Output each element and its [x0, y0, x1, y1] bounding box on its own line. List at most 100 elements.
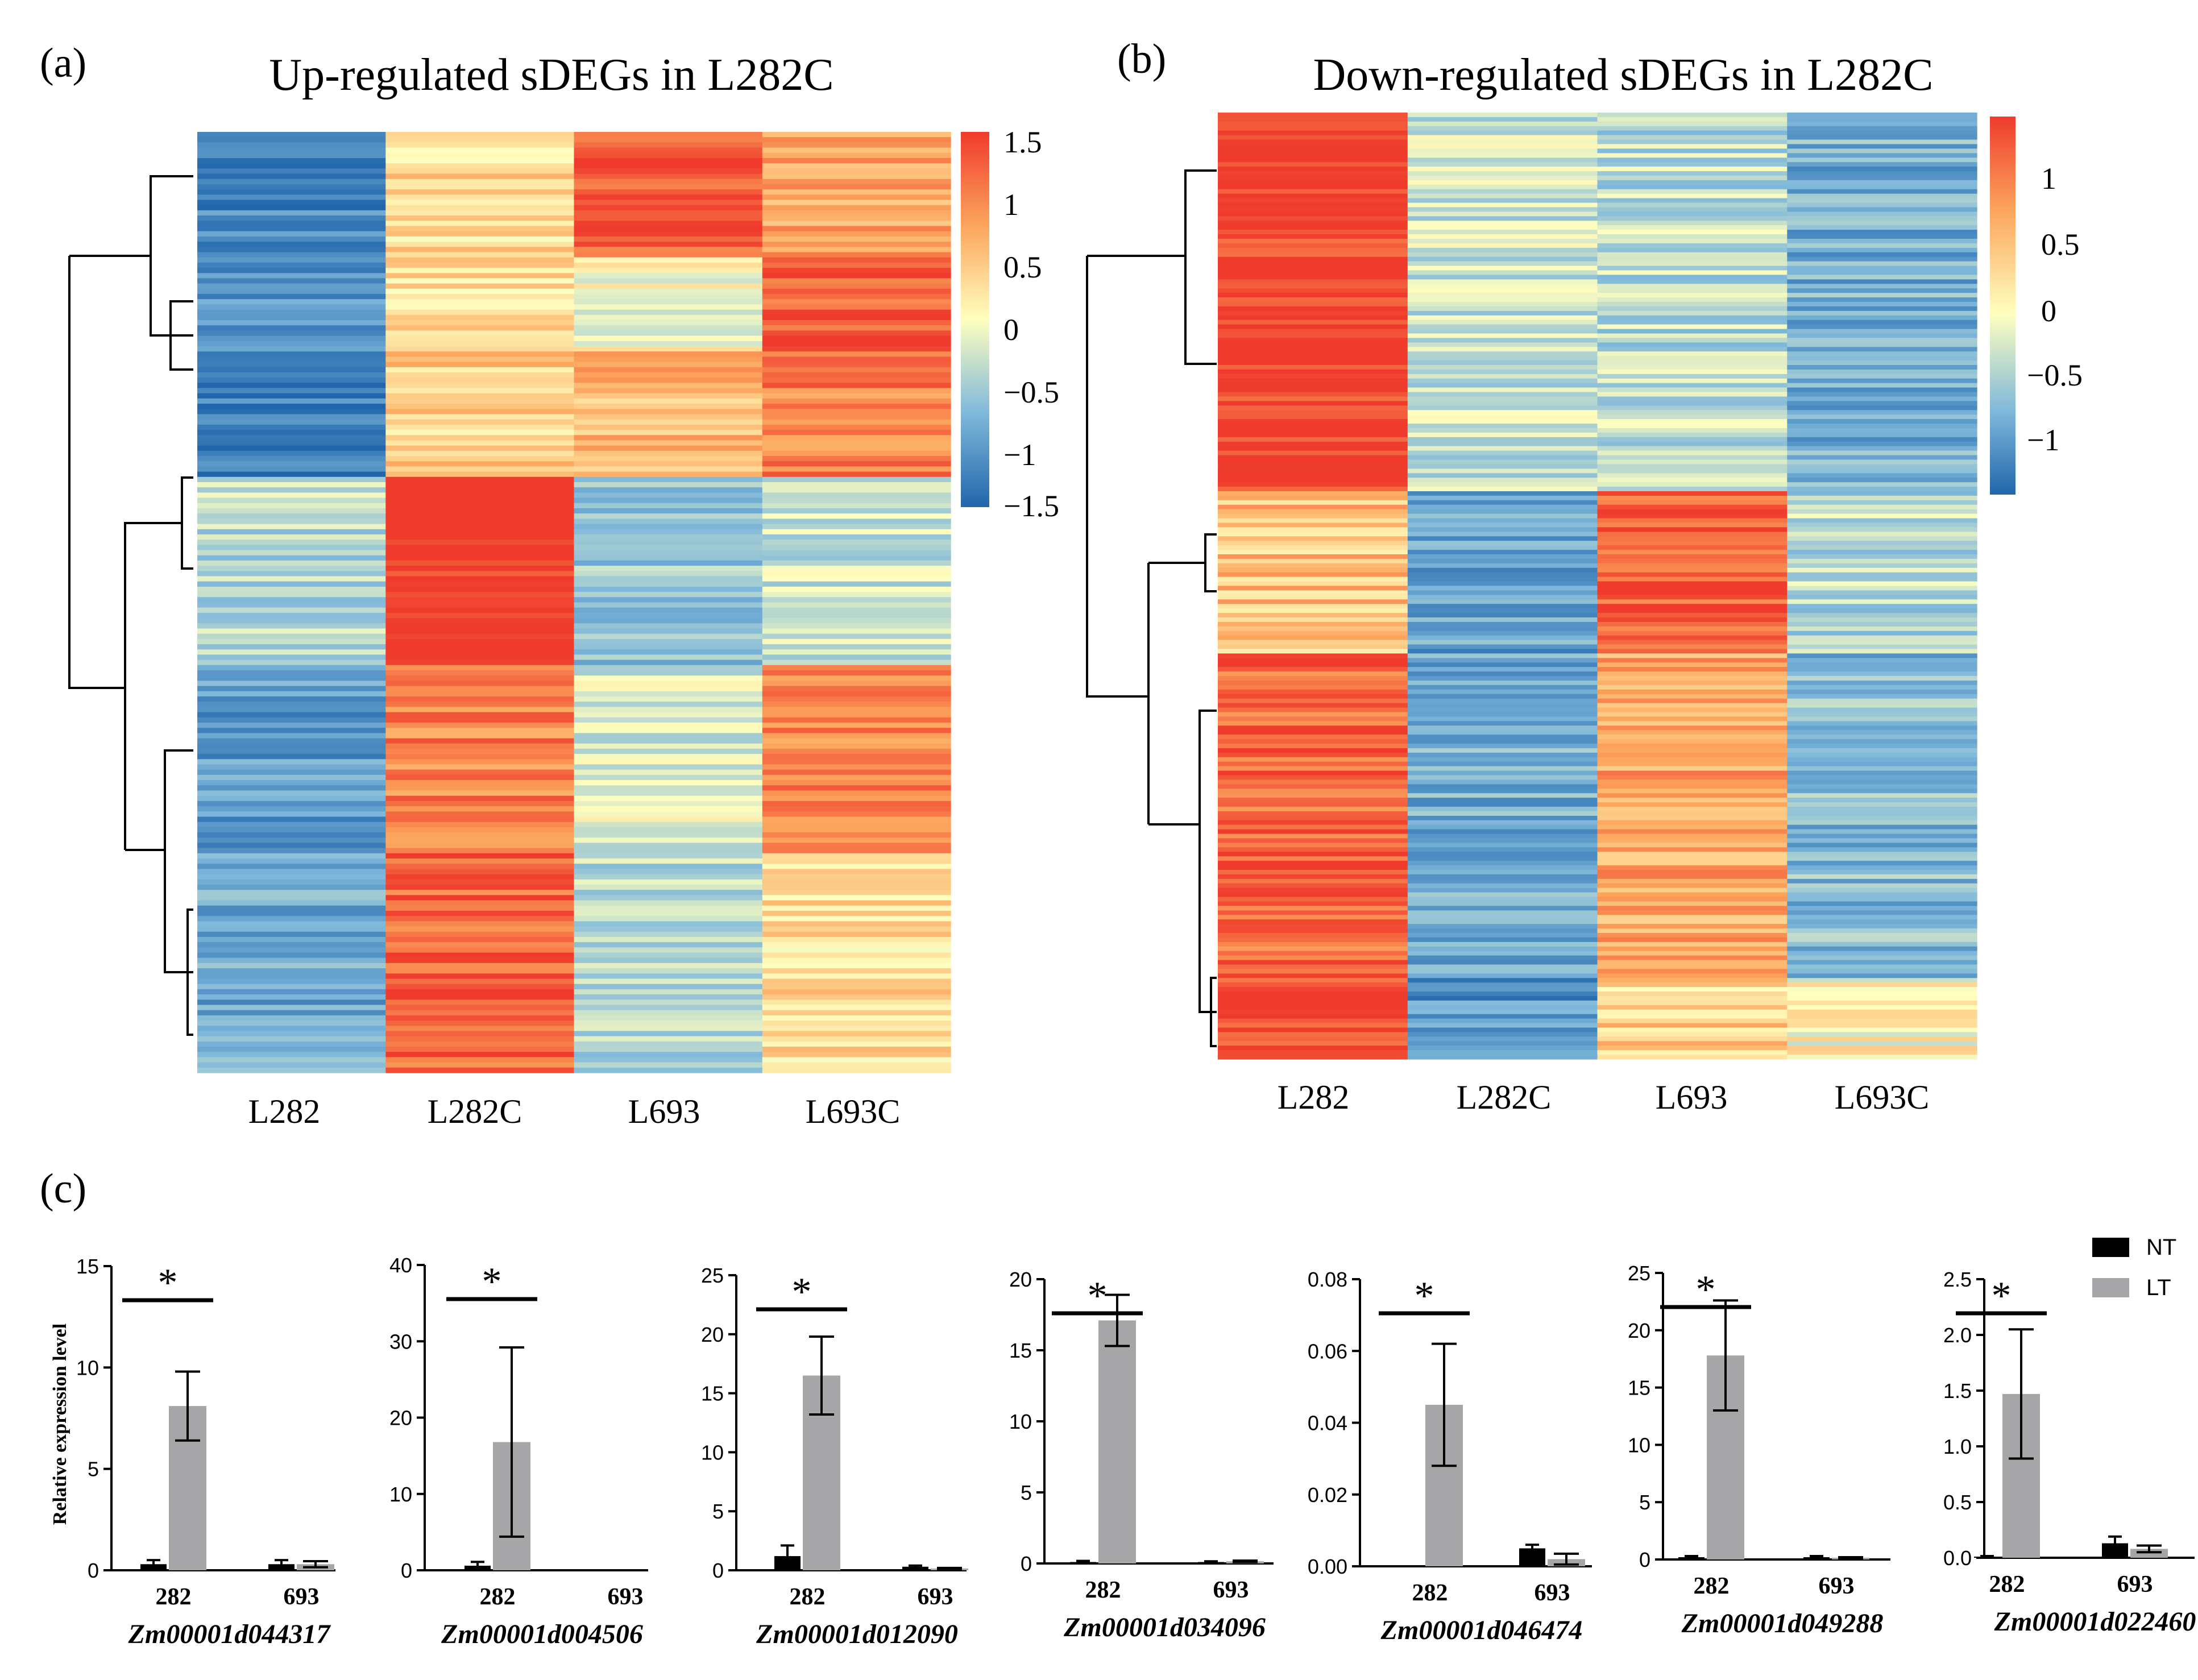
- heatmap-cell: [1787, 171, 1977, 176]
- heatmap-cell: [1597, 293, 1788, 298]
- heatmap-cell: [1597, 658, 1788, 663]
- heatmap-cell: [1597, 211, 1788, 217]
- heatmap-cell: [197, 262, 386, 268]
- heatmap-cell: [1218, 987, 1408, 992]
- heatmap-cell: [1218, 234, 1408, 239]
- heatmap-cell: [1407, 130, 1598, 136]
- heatmap-cell: [1218, 1046, 1408, 1051]
- heatmap-cell: [385, 780, 575, 786]
- heatmap-cell: [574, 257, 763, 263]
- heatmap-cell: [1407, 216, 1598, 221]
- heatmap-cell: [385, 717, 575, 723]
- heatmap-cell: [385, 900, 575, 906]
- heatmap-cell: [197, 874, 386, 880]
- heatmap-cell: [762, 1005, 951, 1011]
- heatmap-cell: [1218, 130, 1408, 136]
- heatmap-cell: [1218, 739, 1408, 744]
- heatmap-cell: [1407, 960, 1598, 965]
- y-tick-label: 10: [701, 1441, 724, 1464]
- heatmap-cell: [1218, 815, 1408, 821]
- heatmap-cell: [385, 628, 575, 634]
- heatmap-cell: [1407, 856, 1598, 861]
- heatmap-cell: [385, 288, 575, 294]
- dendrogram-branch: [159, 476, 193, 570]
- heatmap-cell: [574, 623, 763, 629]
- heatmap-cell: [1218, 284, 1408, 289]
- heatmap-cell: [197, 963, 386, 969]
- heatmap-cell: [1597, 387, 1788, 393]
- heatmap-cell: [385, 926, 575, 932]
- heatmap-cell: [197, 508, 386, 514]
- heatmap-cell: [762, 576, 951, 582]
- heatmap-cell: [1218, 419, 1408, 424]
- heatmap-cell: [1597, 518, 1788, 524]
- heatmap-cell: [1218, 545, 1408, 550]
- heatmap-cell: [1787, 513, 1977, 519]
- heatmap-cell: [762, 524, 951, 530]
- heatmap-cell: [1218, 428, 1408, 433]
- heatmap-cell: [385, 325, 575, 331]
- heatmap-cell: [1597, 279, 1788, 284]
- heatmap-cell: [197, 424, 386, 430]
- heatmap-cell: [385, 508, 575, 514]
- heatmap-cell: [1787, 941, 1977, 947]
- heatmap-cell: [197, 644, 386, 650]
- heatmap-cell: [762, 586, 951, 592]
- heatmap-cell: [1407, 482, 1598, 487]
- heatmap-cell: [1597, 459, 1788, 464]
- heatmap-cell: [197, 466, 386, 472]
- heatmap-cell: [1407, 487, 1598, 492]
- heatmap-cell: [1218, 906, 1408, 911]
- bar-lt: [1098, 1320, 1136, 1563]
- heatmap-cell: [1407, 766, 1598, 771]
- heatmap-cell: [1407, 180, 1598, 185]
- heatmap-cell: [1597, 996, 1788, 1001]
- heatmap-cell: [574, 445, 763, 451]
- heatmap-cell: [1597, 870, 1788, 875]
- column-label: L282C: [1457, 1078, 1552, 1116]
- heatmap-cell: [197, 163, 386, 169]
- heatmap-cell: [1407, 545, 1598, 550]
- heatmap-cell: [1597, 775, 1788, 780]
- heatmap-cell: [197, 911, 386, 916]
- heatmap-cell: [1787, 861, 1977, 866]
- heatmap-cell: [1407, 441, 1598, 447]
- heatmap-cell: [1787, 288, 1977, 293]
- heatmap-cell: [574, 383, 763, 389]
- heatmap-cell: [1218, 874, 1408, 880]
- heatmap-cell: [574, 649, 763, 656]
- heatmap-cell: [197, 832, 386, 838]
- heatmap-cell: [762, 864, 951, 869]
- heatmap-cell: [385, 869, 575, 875]
- heatmap-cell: [1787, 595, 1977, 600]
- heatmap-cell: [385, 921, 575, 927]
- heatmap-cell: [197, 242, 386, 247]
- heatmap-cell: [1597, 504, 1788, 510]
- heatmap-cell: [574, 638, 763, 645]
- heatmap-cell: [762, 691, 951, 697]
- heatmap-cell: [197, 921, 386, 927]
- colorbar-tick: 1: [1003, 188, 1019, 222]
- heatmap-cell: [385, 137, 575, 143]
- heatmap-cell: [1218, 789, 1408, 794]
- heatmap-cell: [1407, 171, 1598, 176]
- heatmap-cell: [1597, 171, 1788, 176]
- heatmap-cell: [762, 602, 951, 608]
- heatmap-cell: [1787, 473, 1977, 478]
- heatmap-cell: [1597, 789, 1788, 794]
- heatmap-cell: [385, 696, 575, 702]
- heatmap-cell: [1787, 689, 1977, 695]
- heatmap-cell: [1407, 915, 1598, 920]
- heatmap-cell: [1407, 987, 1598, 992]
- heatmap-cell: [197, 1036, 386, 1042]
- heatmap-cell: [197, 795, 386, 802]
- category-label: 282: [1989, 1571, 2025, 1598]
- heatmap-cell: [197, 152, 386, 159]
- heatmap-cell: [1597, 446, 1788, 451]
- error-bar: [2108, 1535, 2122, 1552]
- colorbar-tick: −1: [1003, 438, 1036, 472]
- heatmap-cell: [1597, 676, 1788, 681]
- heatmap-cell: [1787, 676, 1977, 681]
- heatmap-cell: [762, 189, 951, 195]
- heatmap-cell: [1407, 401, 1598, 406]
